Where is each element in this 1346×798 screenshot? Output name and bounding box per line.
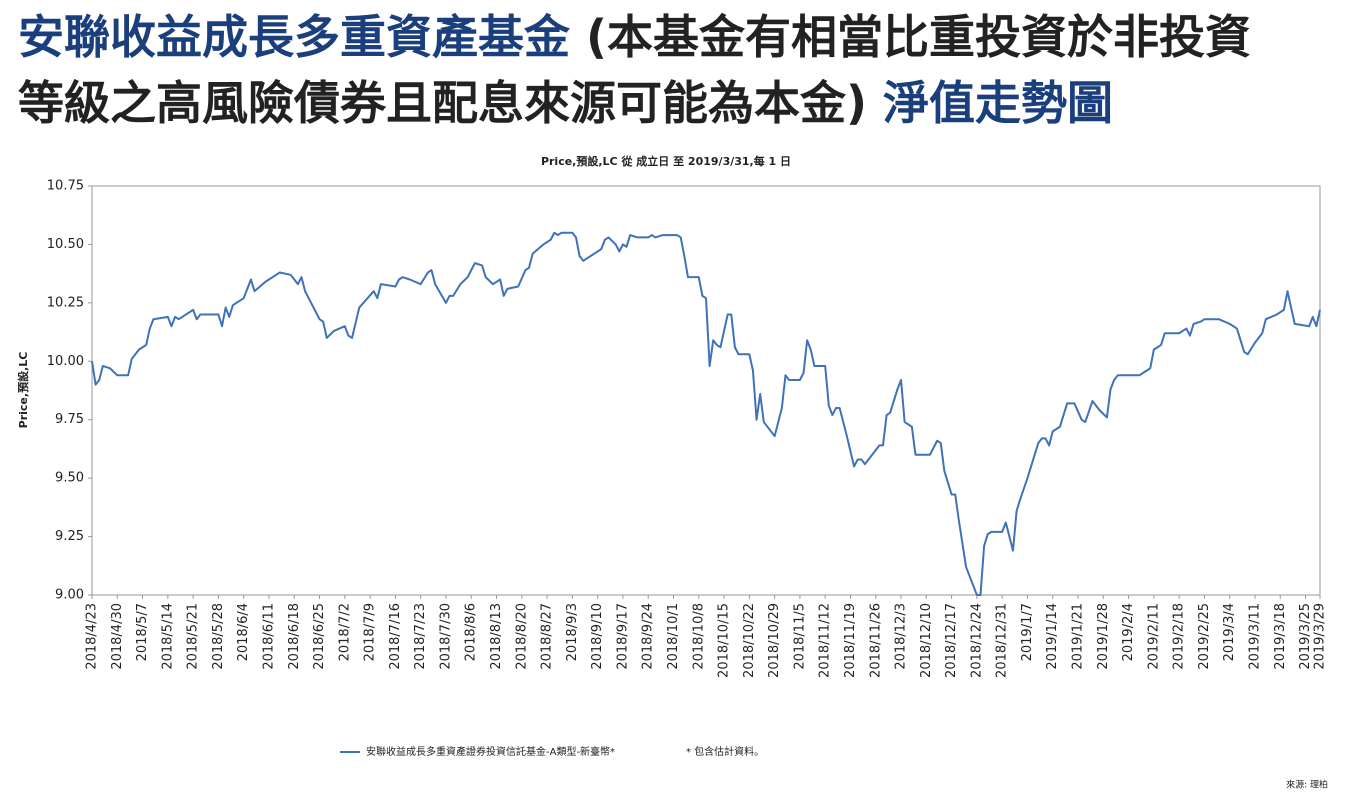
x-tick-label: 2018/11/26: [868, 603, 883, 678]
x-tick-label: 2018/12/31: [995, 603, 1010, 678]
x-tick-label: 2018/11/5: [792, 603, 807, 670]
x-tick-label: 2018/6/11: [261, 603, 276, 670]
x-tick-label: 2019/3/4: [1222, 603, 1237, 661]
y-tick-label: 9.00: [55, 588, 84, 603]
x-tick-label: 2018/11/12: [818, 603, 833, 678]
x-tick-label: 2018/9/3: [565, 603, 580, 661]
y-tick-label: 10.50: [47, 237, 84, 252]
x-tick-label: 2018/10/22: [742, 603, 757, 678]
x-tick-label: 2018/12/17: [944, 603, 959, 678]
title-part: 安聯收益成長多重資產基金: [18, 10, 570, 64]
x-tick-label: 2019/1/28: [1096, 603, 1111, 670]
x-tick-label: 2018/12/10: [919, 603, 934, 678]
x-tick-label: 2019/3/29: [1313, 603, 1328, 670]
x-tick-label: 2018/9/24: [641, 603, 656, 670]
x-tick-label: 2018/8/6: [464, 603, 479, 661]
chart-title: Price,預設,LC 從 成立日 至 2019/3/31,每 1 日: [541, 154, 791, 168]
x-tick-label: 2019/1/21: [1071, 603, 1086, 670]
x-tick-label: 2019/2/4: [1121, 603, 1136, 661]
note: * 包含估計資料。: [686, 745, 764, 758]
x-tick-label: 2018/9/17: [615, 603, 630, 670]
title-line: 等級之高風險債券且配息來源可能為本金) 淨值走勢圖: [18, 70, 1251, 136]
x-tick-label: 2018/4/23: [85, 603, 100, 670]
y-tick-label: 10.75: [47, 179, 84, 194]
x-tick-label: 2018/7/23: [413, 603, 428, 670]
x-tick-label: 2019/3/11: [1247, 603, 1262, 670]
x-tick-label: 2018/5/7: [135, 603, 150, 661]
x-tick-label: 2019/1/7: [1020, 603, 1035, 661]
x-tick-label: 2018/9/10: [590, 603, 605, 670]
x-tick-label: 2018/6/4: [236, 603, 251, 661]
x-tick-label: 2018/5/28: [211, 603, 226, 670]
price-line: [91, 231, 1321, 596]
x-tick-label: 2019/3/18: [1273, 603, 1288, 670]
y-tick-label: 9.75: [55, 412, 84, 427]
x-tick-label: 2018/10/29: [767, 603, 782, 678]
x-tick-label: 2018/12/3: [894, 603, 909, 670]
x-tick-label: 2018/11/19: [843, 603, 858, 678]
x-tick-label: 2018/7/2: [337, 603, 352, 661]
title-part: 等級之高風險債券且配息來源可能為本金): [18, 76, 868, 130]
title-part: (本基金有相當比重投資於非投資: [586, 10, 1252, 64]
y-tick-label: 10.00: [47, 354, 84, 369]
title-line: 安聯收益成長多重資產基金 (本基金有相當比重投資於非投資: [18, 4, 1251, 70]
y-tick-label: 10.25: [47, 295, 84, 310]
legend-label: 安聯收益成長多重資產證券投資信託基金-A類型-新臺幣*: [366, 745, 615, 758]
x-tick-label: 2018/8/27: [540, 603, 555, 670]
x-tick-label: 2018/5/14: [160, 603, 175, 670]
x-tick-label: 2019/2/11: [1146, 603, 1161, 670]
x-tick-label: 2018/10/15: [717, 603, 732, 678]
x-tick-label: 2019/2/18: [1172, 603, 1187, 670]
y-tick-label: 9.50: [55, 471, 84, 486]
source: 來源: 理柏: [1286, 779, 1328, 791]
x-tick-label: 2018/6/18: [287, 603, 302, 670]
x-tick-label: 2018/8/20: [514, 603, 529, 670]
x-tick-label: 2018/12/24: [969, 603, 984, 678]
plot-frame: [91, 185, 1321, 596]
title-part: 淨值走勢圖: [883, 76, 1114, 130]
x-tick-label: 2018/5/21: [186, 603, 201, 670]
x-tick-label: 2019/3/25: [1298, 603, 1313, 670]
x-tick-label: 2018/10/8: [691, 603, 706, 670]
x-tick-label: 2019/1/14: [1045, 603, 1060, 670]
x-tick-label: 2018/7/9: [363, 603, 378, 661]
x-tick-label: 2018/8/13: [489, 603, 504, 670]
x-tick-label: 2018/4/30: [110, 603, 125, 670]
y-tick-label: 9.25: [55, 529, 84, 544]
x-tick-label: 2018/6/25: [312, 603, 327, 670]
x-tick-label: 2018/10/1: [666, 603, 681, 670]
page-title: 安聯收益成長多重資產基金 (本基金有相當比重投資於非投資 等級之高風險債券且配息…: [18, 4, 1251, 136]
x-tick-label: 2018/7/30: [438, 603, 453, 670]
x-tick-label: 2019/2/25: [1197, 603, 1212, 670]
y-axis-label: Price,預設,LC: [16, 352, 30, 429]
x-tick-label: 2018/7/16: [388, 603, 403, 670]
